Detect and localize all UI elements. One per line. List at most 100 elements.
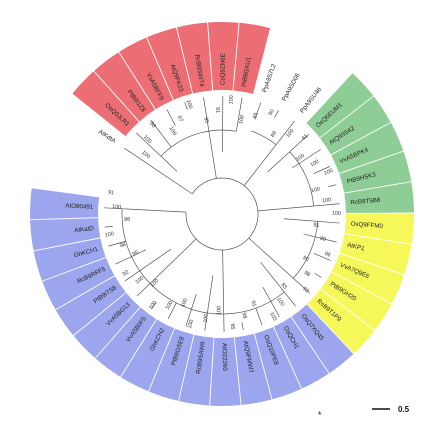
bootstrap-value: 100 <box>142 134 153 145</box>
clade-separator <box>344 233 412 245</box>
tree-branch <box>313 166 331 174</box>
clade-band-segment <box>73 292 141 359</box>
clade-band-segment <box>344 181 414 214</box>
bootstrap-value: 100 <box>185 99 193 109</box>
clade-separator <box>290 316 330 374</box>
tree-branch <box>292 149 321 169</box>
tree-branch <box>314 272 322 278</box>
tree-branch <box>254 102 262 120</box>
asterisk-marker: * <box>318 410 322 420</box>
leaf-label: CsQ9ZN6E <box>220 53 227 85</box>
leaf-label: RcB9T5B8 <box>350 197 381 207</box>
tree-branch <box>235 97 243 132</box>
bootstrap-value: 98 <box>119 242 127 250</box>
clade-separator <box>30 217 99 221</box>
leaf-label: AtKatD <box>74 225 95 234</box>
tree-branch <box>150 119 172 148</box>
bootstrap-value: 100 <box>310 186 320 194</box>
clade-band-segment <box>339 233 412 275</box>
clade-band-segment <box>339 151 412 194</box>
scale-bar: 0.5 <box>372 405 410 414</box>
clade-band-segment <box>254 326 302 400</box>
tree-branch <box>267 133 310 173</box>
tree-arc <box>250 130 277 145</box>
bootstrap-value: 100 <box>165 300 175 311</box>
bootstrap-value: 98 <box>303 270 311 278</box>
clade-separator <box>33 237 101 252</box>
bootstrap-value: 98 <box>240 312 247 319</box>
tree-branch <box>257 203 340 212</box>
bootstrap-value: 100 <box>180 298 189 309</box>
tree-branch <box>104 225 113 228</box>
tree-branch <box>248 237 310 294</box>
clade-separator <box>233 337 242 406</box>
clade-band-segment <box>120 319 175 392</box>
bootstrap-value: 67 <box>176 115 184 123</box>
clade-separator <box>42 257 107 282</box>
tree-branch <box>124 248 172 282</box>
tree-branches <box>104 96 340 332</box>
clade-band-segment <box>207 22 240 91</box>
tree-branch <box>328 184 337 187</box>
clade-band-segment <box>93 52 156 122</box>
tree-branch <box>151 302 157 309</box>
clade-separator <box>339 150 404 174</box>
clade-band-segment <box>319 96 391 155</box>
clade-separator <box>178 334 195 402</box>
clade-separator <box>232 22 240 91</box>
tree-branch <box>204 275 214 331</box>
clade-band-segment <box>178 334 214 406</box>
clade-separator <box>273 326 303 389</box>
bootstrap-value: 100 <box>228 95 235 104</box>
tree-branch <box>123 147 193 195</box>
bootstrap-value: 90 <box>302 255 310 263</box>
tree-branch <box>241 322 244 331</box>
bootstrap-value: 100 <box>275 297 285 308</box>
clade-separator <box>94 306 141 359</box>
clade-separator <box>320 288 376 331</box>
clade-band-segment <box>306 72 374 138</box>
clade-separator <box>344 181 412 194</box>
clade-separator <box>339 252 405 276</box>
bootstrap-value: 91 <box>107 190 114 197</box>
clade-band-segment <box>55 275 127 336</box>
tree-branch <box>136 132 178 172</box>
bootstrap-value: 91 <box>214 107 220 113</box>
bootstrap-value: 83 <box>279 282 287 290</box>
bootstrap-value: 95 <box>229 323 236 330</box>
clade-band-segment <box>320 272 392 331</box>
bootstrap-value: 96 <box>324 251 332 259</box>
clade-band-segment <box>233 22 271 94</box>
clade-band-segment <box>273 316 330 389</box>
bootstrap-value: 100 <box>216 306 222 315</box>
bootstrap-value: 100 <box>238 115 246 125</box>
leaf-label: AtKP1 <box>346 242 365 253</box>
bootstrap-value: 100 <box>112 204 121 211</box>
tree-branch <box>283 218 340 224</box>
clade-separator <box>330 121 391 156</box>
leaf-label: PpA9SD06 <box>281 72 302 103</box>
bootstrap-value: 61 <box>301 133 309 141</box>
tree-branch <box>260 262 296 307</box>
tree-branch <box>255 307 263 326</box>
bootstrap-value: 92 <box>122 269 130 277</box>
bootstrap-value: 100 <box>187 319 195 329</box>
clade-separator <box>73 292 127 336</box>
clade-band-segment <box>331 253 405 304</box>
bootstrap-value: 100 <box>148 300 158 311</box>
tree-arc <box>185 177 259 251</box>
clade-separator <box>71 93 126 137</box>
clade-band-segment <box>146 27 193 100</box>
leaf-label: AtKdtA <box>97 128 118 145</box>
bootstrap-value: 100 <box>167 126 177 137</box>
clade-band-segment <box>330 122 404 174</box>
clade-separator <box>253 333 273 400</box>
leaf-label: OsQ9FFM0 <box>350 221 383 231</box>
bootstrap-value: 65 <box>252 112 260 120</box>
bootstrap-value: 100 <box>322 197 332 204</box>
clade-band-segment <box>30 188 100 220</box>
bootstrap-value: 100 <box>323 168 334 177</box>
bootstrap-value: 100 <box>268 311 277 322</box>
tree-arc <box>160 129 237 157</box>
